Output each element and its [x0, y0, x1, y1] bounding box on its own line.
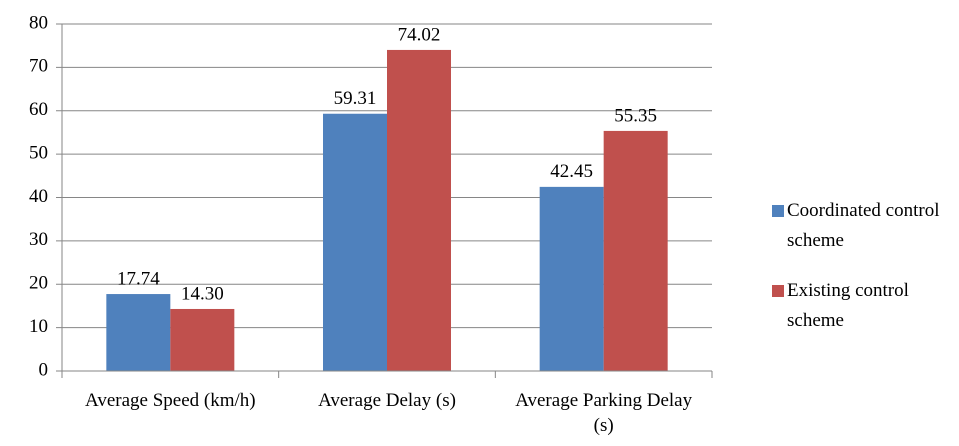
bar [539, 186, 604, 371]
x-tick-label: Average Parking Delay (s) [515, 390, 693, 436]
bar [603, 130, 668, 371]
y-tick-label: 0 [39, 359, 49, 380]
y-tick-label: 70 [29, 56, 48, 77]
y-tick-label: 80 [29, 12, 48, 33]
data-label: 55.35 [614, 105, 657, 126]
y-tick-label: 50 [29, 142, 48, 163]
data-label: 59.31 [334, 88, 377, 109]
legend-label: Coordinated control scheme [787, 200, 940, 251]
y-tick-label: 60 [29, 99, 48, 120]
y-tick-label: 20 [29, 273, 48, 294]
x-tick-label: Average Speed (km/h) [85, 390, 256, 411]
legend-label: Existing control scheme [787, 280, 909, 331]
y-tick-label: 10 [29, 316, 48, 337]
bar [387, 49, 451, 371]
legend-swatch [772, 285, 784, 297]
data-label: 74.02 [398, 24, 441, 45]
x-tick-label: Average Delay (s) [318, 390, 456, 411]
y-tick-label: 30 [29, 229, 48, 250]
bar [323, 113, 387, 372]
bar [170, 308, 235, 371]
data-label: 42.45 [550, 161, 593, 182]
legend-swatch [772, 205, 784, 217]
data-label: 17.74 [117, 268, 160, 289]
bar [106, 294, 171, 371]
data-label: 14.30 [181, 283, 224, 304]
y-tick-label: 40 [29, 186, 48, 207]
